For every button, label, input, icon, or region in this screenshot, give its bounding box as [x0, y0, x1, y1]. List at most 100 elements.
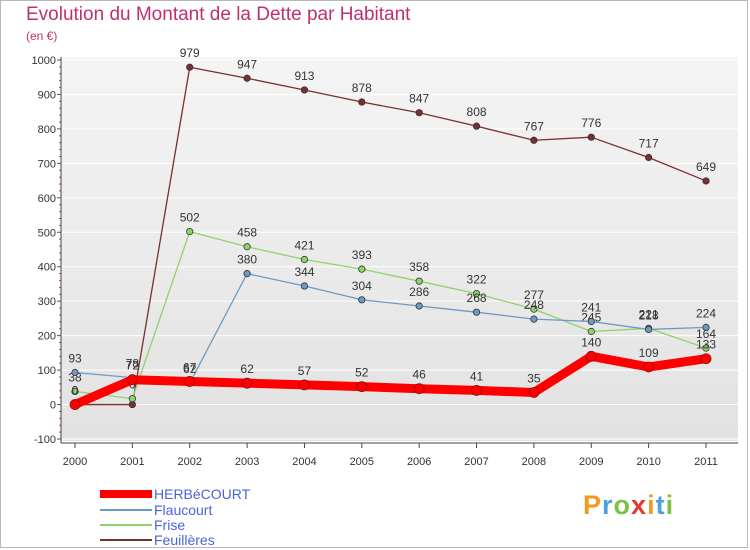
data-point: [415, 109, 423, 117]
x-tick-label: 2006: [407, 456, 431, 468]
data-label: 286: [409, 285, 429, 299]
data-point: [702, 177, 710, 185]
proxiti-logo: Proxiti: [583, 490, 674, 521]
data-point: [243, 243, 251, 251]
y-tick-label: 600: [38, 193, 56, 205]
data-label: 62: [183, 362, 197, 376]
data-label: 72: [126, 359, 140, 373]
data-point: [702, 344, 710, 352]
data-point: [358, 296, 366, 304]
data-point: [472, 308, 481, 316]
legend-label: Frise: [154, 517, 186, 533]
data-label: 93: [68, 352, 82, 366]
legend-label: HERBéCOURT: [154, 486, 251, 502]
data-point: [530, 136, 538, 144]
data-point: [186, 227, 194, 236]
y-tick-label: 100: [38, 365, 56, 377]
data-label: 878: [352, 81, 372, 95]
data-point: [585, 350, 597, 362]
data-label: 35: [527, 371, 541, 385]
data-point: [530, 305, 538, 313]
series-frise: 380502458421393358322277245221164: [68, 211, 716, 403]
legend-item-feuillères: Feuillères: [100, 532, 215, 548]
y-tick-label: 500: [38, 227, 56, 239]
data-label: 979: [180, 46, 200, 60]
y-tick-label: 300: [38, 296, 56, 308]
data-point: [241, 377, 253, 389]
data-point: [358, 98, 366, 106]
data-point: [472, 122, 481, 130]
x-tick-label: 2003: [235, 456, 259, 468]
data-point: [300, 282, 309, 290]
data-label: 164: [696, 327, 716, 341]
data-label: 109: [639, 346, 659, 360]
data-point: [645, 153, 653, 162]
y-tick-label: 400: [38, 262, 56, 274]
y-tick-label: -100: [34, 434, 56, 446]
data-label: 913: [294, 69, 314, 83]
data-label: 57: [298, 364, 312, 378]
data-point: [471, 385, 482, 396]
data-point: [587, 317, 595, 326]
series-flaucourt: 93 78 62 380 344 304 286 268 248 241 218 224: [68, 253, 716, 387]
x-tick-label: 2010: [636, 456, 660, 468]
data-point: [243, 270, 251, 278]
y-tick-label: 0: [50, 400, 56, 412]
chart-unit-label: (en €): [26, 29, 58, 43]
data-point: [300, 86, 309, 94]
x-tick-label: 2001: [120, 456, 144, 468]
x-tick-label: 2009: [579, 456, 603, 468]
data-label: 241: [581, 301, 601, 315]
x-tick-label: 2011: [694, 456, 718, 468]
series-line: [74, 66, 707, 406]
data-point: [528, 387, 540, 398]
legend-item-flaucourt: Flaucourt: [100, 502, 212, 518]
data-label: 67: [183, 360, 197, 374]
data-point: [472, 290, 481, 298]
data-point: [356, 381, 368, 393]
data-point: [700, 353, 712, 365]
data-point: [702, 323, 710, 331]
data-label: 304: [352, 279, 372, 293]
data-label: 776: [581, 116, 601, 130]
data-label: 421: [294, 238, 314, 252]
data-label: 133: [696, 338, 716, 352]
data-label: 224: [696, 306, 716, 320]
x-tick-label: 2005: [350, 456, 374, 468]
data-point: [415, 277, 423, 285]
data-label: 344: [294, 265, 314, 279]
logo-letter: t: [655, 490, 666, 520]
x-tick-label: 2002: [177, 456, 201, 468]
y-tick-label: 800: [38, 124, 56, 136]
data-label: 268: [467, 291, 487, 305]
data-label: 78: [126, 357, 140, 371]
logo-letter: i: [665, 490, 675, 520]
data-point: [71, 368, 79, 377]
data-point: [413, 383, 425, 395]
chart-title: Evolution du Montant de la Dette par Hab…: [26, 4, 411, 25]
legend-label: Flaucourt: [154, 502, 213, 518]
legend-item-frise: Frise: [100, 517, 185, 533]
data-point: [645, 325, 653, 334]
x-tick-label: 2007: [464, 456, 488, 468]
data-point: [71, 387, 79, 396]
data-point: [184, 376, 196, 387]
legend-swatch: [100, 524, 152, 526]
data-label: 458: [237, 226, 257, 240]
data-point: [126, 374, 138, 386]
data-point: [415, 302, 423, 310]
data-label: 277: [524, 288, 544, 302]
data-label: 502: [180, 211, 200, 225]
series-line: [70, 351, 711, 410]
data-point: [587, 327, 595, 336]
logo-letter: x: [631, 490, 648, 520]
data-point: [186, 63, 194, 71]
data-label: 62: [240, 362, 254, 376]
data-label: 380: [237, 253, 257, 267]
data-label: 947: [237, 57, 257, 71]
y-tick-label: 700: [38, 158, 56, 170]
data-label: 393: [352, 248, 372, 262]
y-tick-label: 200: [38, 331, 56, 343]
